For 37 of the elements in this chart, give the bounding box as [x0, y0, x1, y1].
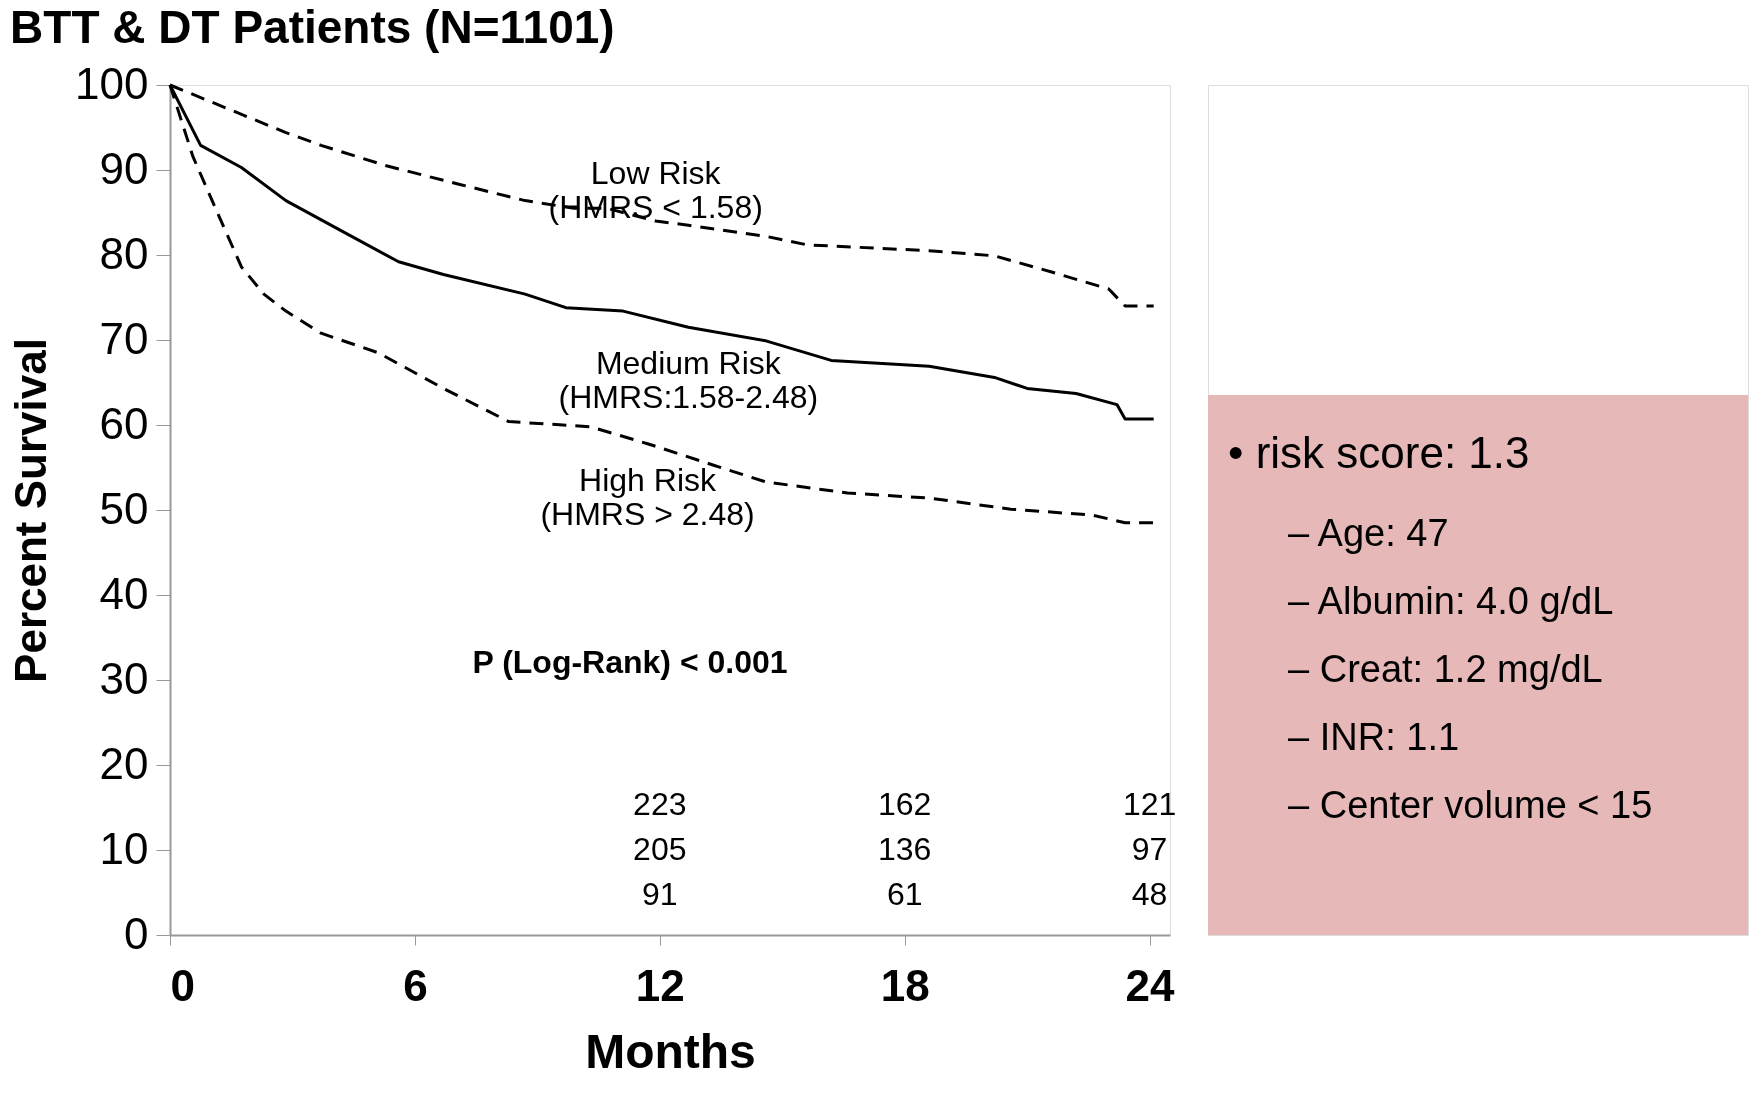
annotation: 121: [1122, 786, 1177, 822]
annotation: 162: [878, 786, 932, 822]
x-tick-label: 24: [1125, 960, 1176, 1010]
y-tick-label: 30: [99, 653, 149, 703]
annotation: 136: [878, 831, 932, 867]
y-tick-label: 40: [99, 568, 149, 618]
y-tick-label: 20: [99, 738, 149, 788]
x-tick-label: 12: [635, 960, 685, 1010]
text: • risk score: 1.3: [1228, 428, 1530, 477]
y-axis-title: Percent Survival: [6, 338, 56, 683]
x-axis-title: Months: [585, 1024, 756, 1078]
x-tick-label: 0: [170, 960, 195, 1010]
y-tick-label: 100: [75, 58, 149, 108]
y-tick-label: 10: [99, 823, 149, 873]
y-tick-label: 50: [99, 483, 149, 533]
annotation: 223: [633, 786, 687, 822]
y-tick-label: 60: [99, 398, 149, 448]
y-tick-label: 90: [99, 143, 149, 193]
x-tick-label: 18: [880, 960, 930, 1010]
text: – Creat: 1.2 mg/dL: [1288, 648, 1603, 690]
annotation: 205: [633, 831, 687, 867]
text: – Center volume < 15: [1288, 784, 1653, 826]
annotation: 97: [1131, 831, 1168, 867]
series-label: High Risk (HMRS > 2.48): [540, 461, 755, 532]
y-tick-label: 80: [99, 228, 149, 278]
annotation: 91: [642, 876, 678, 912]
y-tick-label: 0: [124, 908, 149, 958]
annotation: P (Log-Rank) < 0.001: [472, 644, 788, 680]
annotation: 48: [1131, 876, 1168, 912]
series-label: Medium Risk (HMRS:1.58-2.48): [558, 345, 819, 416]
annotation: 61: [886, 876, 923, 912]
text: – Age: 47: [1288, 512, 1449, 554]
y-tick-label: 70: [99, 313, 149, 363]
text: – Albumin: 4.0 g/dL: [1288, 580, 1614, 622]
chart-title: BTT & DT Patients (N=1101): [10, 0, 615, 53]
x-tick-label: 6: [403, 960, 428, 1010]
text: – INR: 1.1: [1288, 716, 1460, 758]
